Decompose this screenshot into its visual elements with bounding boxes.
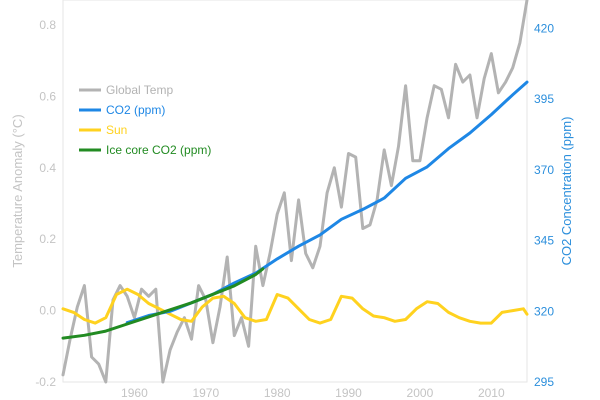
y-right-tick-label: 395 (534, 92, 554, 106)
series-layer (61, 0, 529, 384)
y-right-tick-label: 295 (534, 375, 554, 389)
y-left-tick-label: -0.2 (35, 375, 56, 389)
y-right-tick-label: 370 (534, 163, 554, 177)
y-right-tick-label: 420 (534, 21, 554, 35)
legend-label-sun: Sun (106, 123, 127, 137)
legend: Global Temp CO2 (ppm) Sun Ice core CO2 (ppm… (79, 83, 211, 157)
y-left-tick-label: 0.2 (39, 232, 56, 246)
y-left-tick-label: 0.6 (39, 89, 56, 103)
y-right-tick-label: 320 (534, 304, 554, 318)
series-line-sun (61, 287, 529, 325)
x-tick-label: 1970 (192, 386, 219, 400)
x-tick-label: 1980 (264, 386, 291, 400)
y-axis-left-title: Temperature Anomaly (°C) (10, 114, 25, 267)
x-tick-label: 2000 (407, 386, 434, 400)
legend-label-ice-core-co2-ppm: Ice core CO2 (ppm) (106, 143, 211, 157)
legend-label-co2-ppm: CO2 (ppm) (106, 103, 165, 117)
x-tick-label: 1960 (121, 386, 148, 400)
y-left-tick-label: 0.0 (39, 304, 56, 318)
legend-label-global-temp: Global Temp (106, 83, 173, 97)
plot-frame (62, 0, 528, 383)
y-left-tick-label: 0.8 (39, 18, 56, 32)
y-axis-right-title: CO2 Concentration (ppm) (559, 117, 574, 266)
x-tick-label: 2010 (478, 386, 505, 400)
series-line-ice-core-co2-ppm (61, 267, 265, 340)
y-right-tick-label: 345 (534, 234, 554, 248)
y-left-tick-label: 0.4 (39, 161, 56, 175)
ticks-layer: -0.2 0.0 0.2 0.4 0.6 0.8 295 320 345 370 395 420 196… (35, 18, 554, 400)
series-line-global-temp (61, 0, 529, 384)
x-tick-label: 1990 (335, 386, 362, 400)
